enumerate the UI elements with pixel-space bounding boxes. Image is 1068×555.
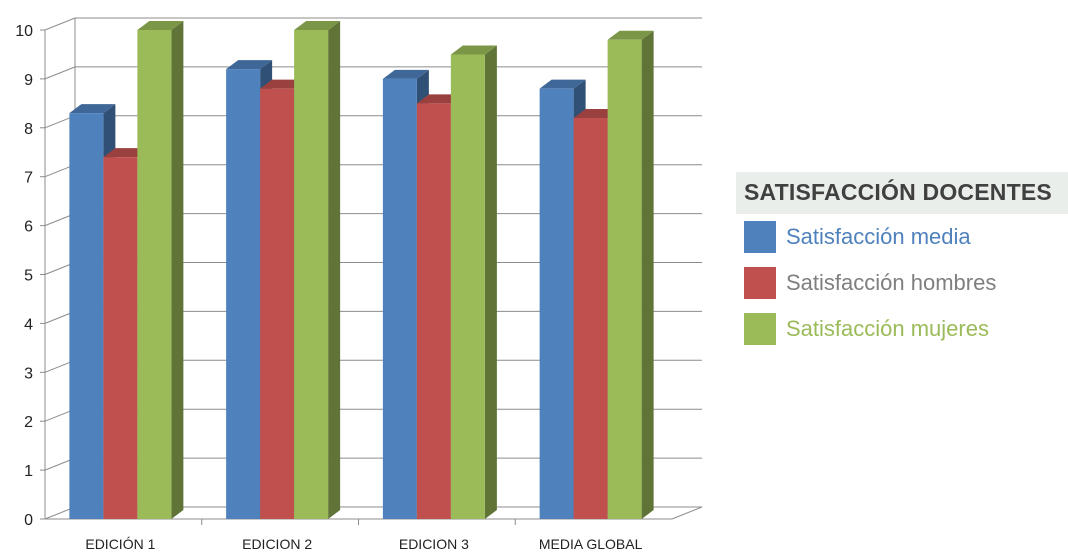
bar-top <box>539 79 586 89</box>
x-tick-label: EDICION 2 <box>242 536 312 552</box>
y-tick-label: 3 <box>24 365 33 382</box>
bar-front <box>539 88 574 520</box>
legend-item-hombres: Satisfacción hombres <box>736 260 1068 306</box>
bar-top <box>69 104 116 114</box>
x-tick-label: EDICIÓN 1 <box>85 536 155 552</box>
legend-swatch-media <box>744 221 776 253</box>
bar-top <box>607 30 654 40</box>
y-tick-label: 6 <box>24 219 33 236</box>
bar <box>607 30 654 520</box>
y-tick-label: 7 <box>24 170 33 187</box>
bar-front <box>69 113 104 519</box>
bar-top <box>450 45 497 55</box>
bar-front <box>607 39 642 519</box>
legend-label-hombres: Satisfacción hombres <box>786 270 997 295</box>
bar-front <box>260 88 295 520</box>
y-tick-label: 5 <box>24 268 33 285</box>
legend-swatch-mujeres <box>744 313 776 345</box>
y-tick-label: 0 <box>24 512 33 529</box>
legend-label-media: Satisfacción media <box>786 224 971 249</box>
bar-front <box>103 157 138 519</box>
bar <box>450 45 497 519</box>
bar-top <box>137 21 184 30</box>
bar-top <box>294 21 341 30</box>
bar <box>294 21 341 519</box>
bar-front <box>416 103 451 519</box>
x-tick-label: EDICION 3 <box>399 536 469 552</box>
bar-front <box>137 30 172 519</box>
bar-side <box>641 30 654 520</box>
x-tick-label: MEDIA GLOBAL <box>539 536 643 552</box>
bar-side <box>328 21 341 519</box>
legend: SATISFACCIÓN DOCENTES Satisfacción media… <box>736 172 1068 352</box>
bar-top <box>226 60 273 70</box>
legend-swatch-hombres <box>744 267 776 299</box>
label-layer: 0 1 2 3 4 5 6 7 8 9 10 EDICIÓN 1 EDICION 2 EDICION 3 M… <box>15 23 642 552</box>
bar-front <box>450 54 485 519</box>
y-tick-label: 4 <box>24 316 33 333</box>
bar-side <box>484 45 497 519</box>
bar <box>137 21 184 519</box>
bar-front <box>294 30 329 519</box>
grid-diagonal <box>44 66 76 80</box>
legend-item-mujeres: Satisfacción mujeres <box>736 306 1068 352</box>
y-tick-label: 9 <box>24 72 33 89</box>
bar-side <box>171 21 184 519</box>
bar-layer <box>69 21 654 520</box>
y-tick-label: 2 <box>24 414 33 431</box>
y-tick-label: 10 <box>15 23 33 40</box>
legend-label-mujeres: Satisfacción mujeres <box>786 316 989 341</box>
legend-item-media: Satisfacción media <box>736 214 1068 260</box>
bar-front <box>573 118 608 520</box>
floor-edge <box>671 506 703 520</box>
bar-front <box>226 69 261 520</box>
bar-front <box>382 78 417 520</box>
legend-title: SATISFACCIÓN DOCENTES <box>736 172 1068 214</box>
y-tick-label: 8 <box>24 121 33 138</box>
grid-diagonal <box>44 17 76 31</box>
y-tick-label: 1 <box>24 463 33 480</box>
bar-top <box>382 69 429 79</box>
